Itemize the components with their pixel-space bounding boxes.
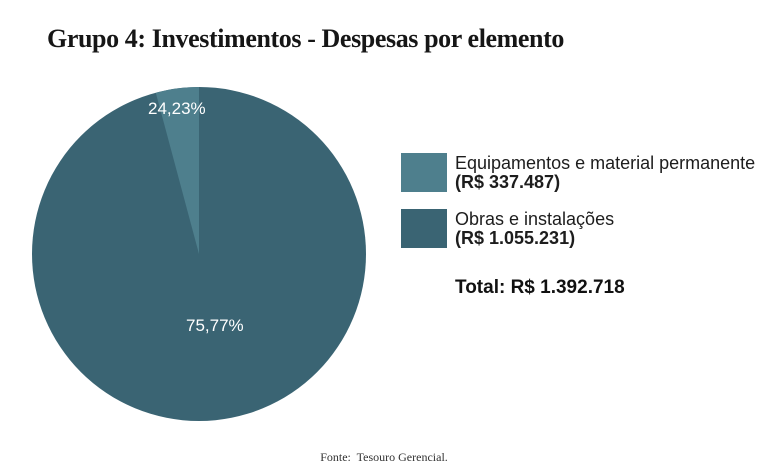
total-label: Total: R$ 1.392.718 xyxy=(455,277,625,298)
legend-item-label: Obras e instalações xyxy=(455,209,615,229)
legend-swatch-obras xyxy=(401,209,447,248)
pie-chart xyxy=(32,87,366,421)
legend-text-obras: Obras e instalações (R$ 1.055.231) xyxy=(455,209,614,248)
legend-item-amount: (R$ 1.055.231) xyxy=(455,228,576,248)
legend-swatch-equipamentos xyxy=(401,153,447,192)
page-title: Grupo 4: Investimentos - Despesas por el… xyxy=(47,24,564,53)
legend-item-equipamentos: Equipamentos e material permanente (R$ 3… xyxy=(401,153,755,192)
pie-label-obras: 75,77% xyxy=(186,316,244,335)
legend-item-label: Equipamentos e material permanente xyxy=(455,153,756,173)
legend-item-amount: (R$ 337.487) xyxy=(455,172,561,192)
source-note: Fonte: Tesouro Gerencial. xyxy=(320,450,448,464)
pie-slice-light xyxy=(155,87,199,254)
legend-text-equipamentos: Equipamentos e material permanente (R$ 3… xyxy=(455,153,755,192)
legend-item-obras: Obras e instalações (R$ 1.055.231) xyxy=(401,209,614,248)
pie-label-equipamentos: 24,23% xyxy=(148,99,206,118)
